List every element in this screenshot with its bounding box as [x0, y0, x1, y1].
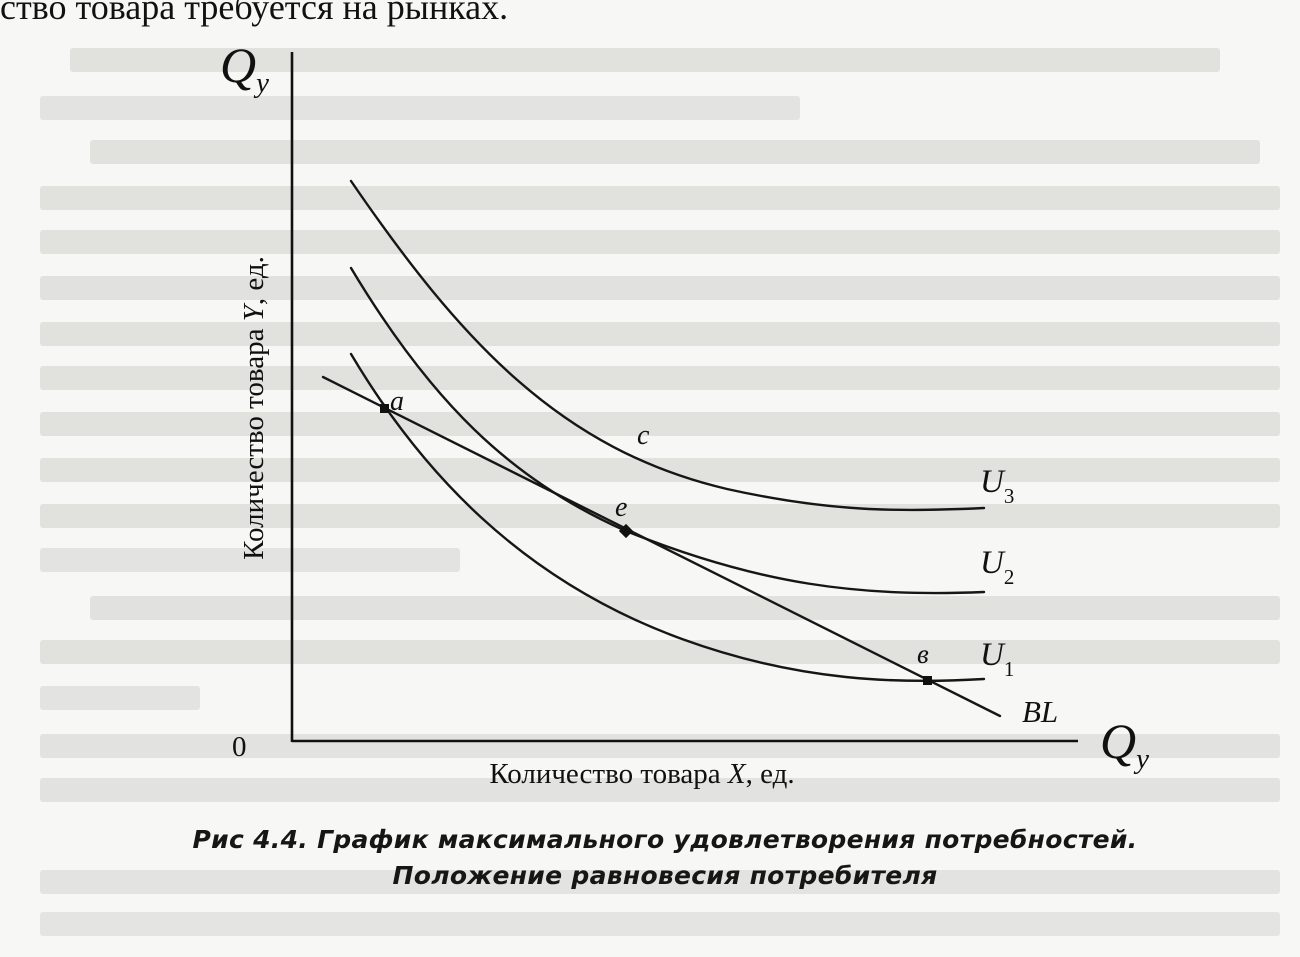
- y-axis-title: Количество товара Y, ед.: [238, 256, 270, 560]
- point-v-marker: [923, 676, 932, 685]
- point-e-marker: [618, 523, 634, 539]
- budget-line: [321, 375, 1002, 718]
- budget-line-label: BL: [1022, 694, 1058, 729]
- point-a-marker: [380, 404, 389, 413]
- origin-label: 0: [232, 731, 247, 763]
- curve-label-u2: U2: [980, 545, 1014, 589]
- curve-label-u3: U3: [980, 464, 1014, 508]
- indifference-curve-u2: [349, 266, 986, 595]
- indifference-curve-u1: [349, 352, 986, 683]
- indifference-curve-u3: [349, 179, 986, 512]
- top-text-fragment: ство товара требуется на рынках.: [0, 0, 509, 27]
- curve-label-u1: U1: [980, 637, 1014, 681]
- figure-caption: Рис 4.4. График максимального удовлетвор…: [0, 822, 1300, 894]
- y-axis-symbol: Qy: [220, 37, 269, 99]
- point-v-label: в: [917, 639, 929, 669]
- point-c-label: c: [637, 420, 650, 451]
- point-a-label: a: [390, 386, 404, 417]
- caption-line-2: Положение равновесия потребителя: [392, 861, 938, 890]
- caption-line-1: Рис 4.4. График максимального удовлетвор…: [192, 825, 1138, 854]
- x-axis-symbol: Qy: [1100, 713, 1149, 775]
- point-e-label: e: [615, 492, 627, 523]
- x-axis-title: Количество товара X, ед.: [489, 758, 794, 790]
